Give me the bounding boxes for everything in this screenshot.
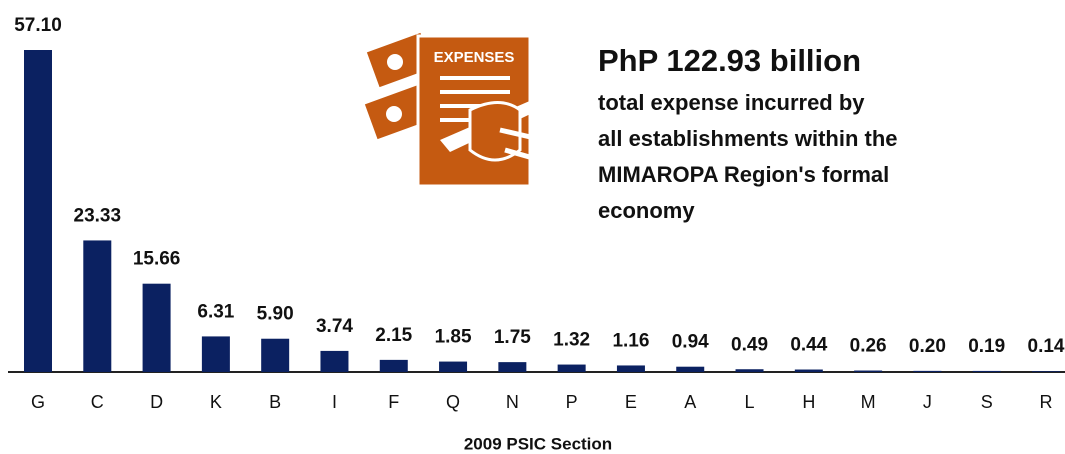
value-label: 1.85 <box>435 327 472 348</box>
bar <box>736 369 764 372</box>
x-tick-label: G <box>31 392 45 412</box>
value-label: 3.74 <box>316 316 353 337</box>
value-label: 0.44 <box>790 335 827 356</box>
value-label: 0.94 <box>672 332 709 353</box>
annotation-line: total expense incurred by <box>598 90 865 115</box>
x-tick-label: F <box>388 392 399 412</box>
x-tick-label: B <box>269 392 281 412</box>
value-label: 0.14 <box>1028 336 1065 357</box>
bar <box>498 362 526 372</box>
value-label: 1.32 <box>553 330 590 351</box>
x-tick-label: Q <box>446 392 460 412</box>
value-label: 2.15 <box>375 325 412 346</box>
value-label: 0.20 <box>909 336 946 357</box>
bar <box>1032 371 1060 372</box>
value-label: 5.90 <box>257 304 294 325</box>
bar <box>558 365 586 372</box>
bar <box>913 371 941 372</box>
bar <box>24 50 52 372</box>
bar <box>380 360 408 372</box>
x-tick-label: R <box>1040 392 1053 412</box>
chart: EXPENSES PhP 122.93 billion total expens… <box>0 0 1065 454</box>
x-tick-label: M <box>861 392 876 412</box>
icon-label: EXPENSES <box>434 49 515 66</box>
x-tick-label: N <box>506 392 519 412</box>
bar <box>320 351 348 372</box>
expenses-icon: EXPENSES <box>363 31 578 186</box>
annotation-line: all establishments within the <box>598 126 898 151</box>
bar <box>439 362 467 372</box>
x-axis-label: 2009 PSIC Section <box>464 434 612 453</box>
x-tick-label: H <box>802 392 815 412</box>
x-tick-label: I <box>332 392 337 412</box>
x-tick-label: S <box>981 392 993 412</box>
value-label: 23.33 <box>74 205 122 226</box>
x-tick-label: A <box>684 392 696 412</box>
x-tick-label: K <box>210 392 222 412</box>
bar <box>854 371 882 372</box>
value-label: 6.31 <box>197 301 234 322</box>
value-label: 0.19 <box>968 336 1005 357</box>
x-tick-label: J <box>923 392 932 412</box>
annotation-line: economy <box>598 198 695 223</box>
bar <box>795 370 823 372</box>
x-tick-label: C <box>91 392 104 412</box>
bar <box>973 371 1001 372</box>
bar <box>676 367 704 372</box>
bar <box>202 336 230 372</box>
value-label: 15.66 <box>133 249 181 270</box>
annotation-line: MIMAROPA Region's formal <box>598 162 889 187</box>
x-tick-label: E <box>625 392 637 412</box>
x-tick-label: D <box>150 392 163 412</box>
x-tick-label: P <box>566 392 578 412</box>
value-label: 57.10 <box>14 15 62 36</box>
value-label: 1.16 <box>612 330 649 351</box>
bar <box>261 339 289 372</box>
value-label: 0.49 <box>731 334 768 355</box>
headline: PhP 122.93 billion <box>598 43 861 78</box>
value-label: 0.26 <box>850 336 887 357</box>
x-tick-label: L <box>745 392 755 412</box>
bar <box>143 284 171 372</box>
bar <box>617 365 645 372</box>
bar <box>83 240 111 372</box>
value-label: 1.75 <box>494 327 531 348</box>
